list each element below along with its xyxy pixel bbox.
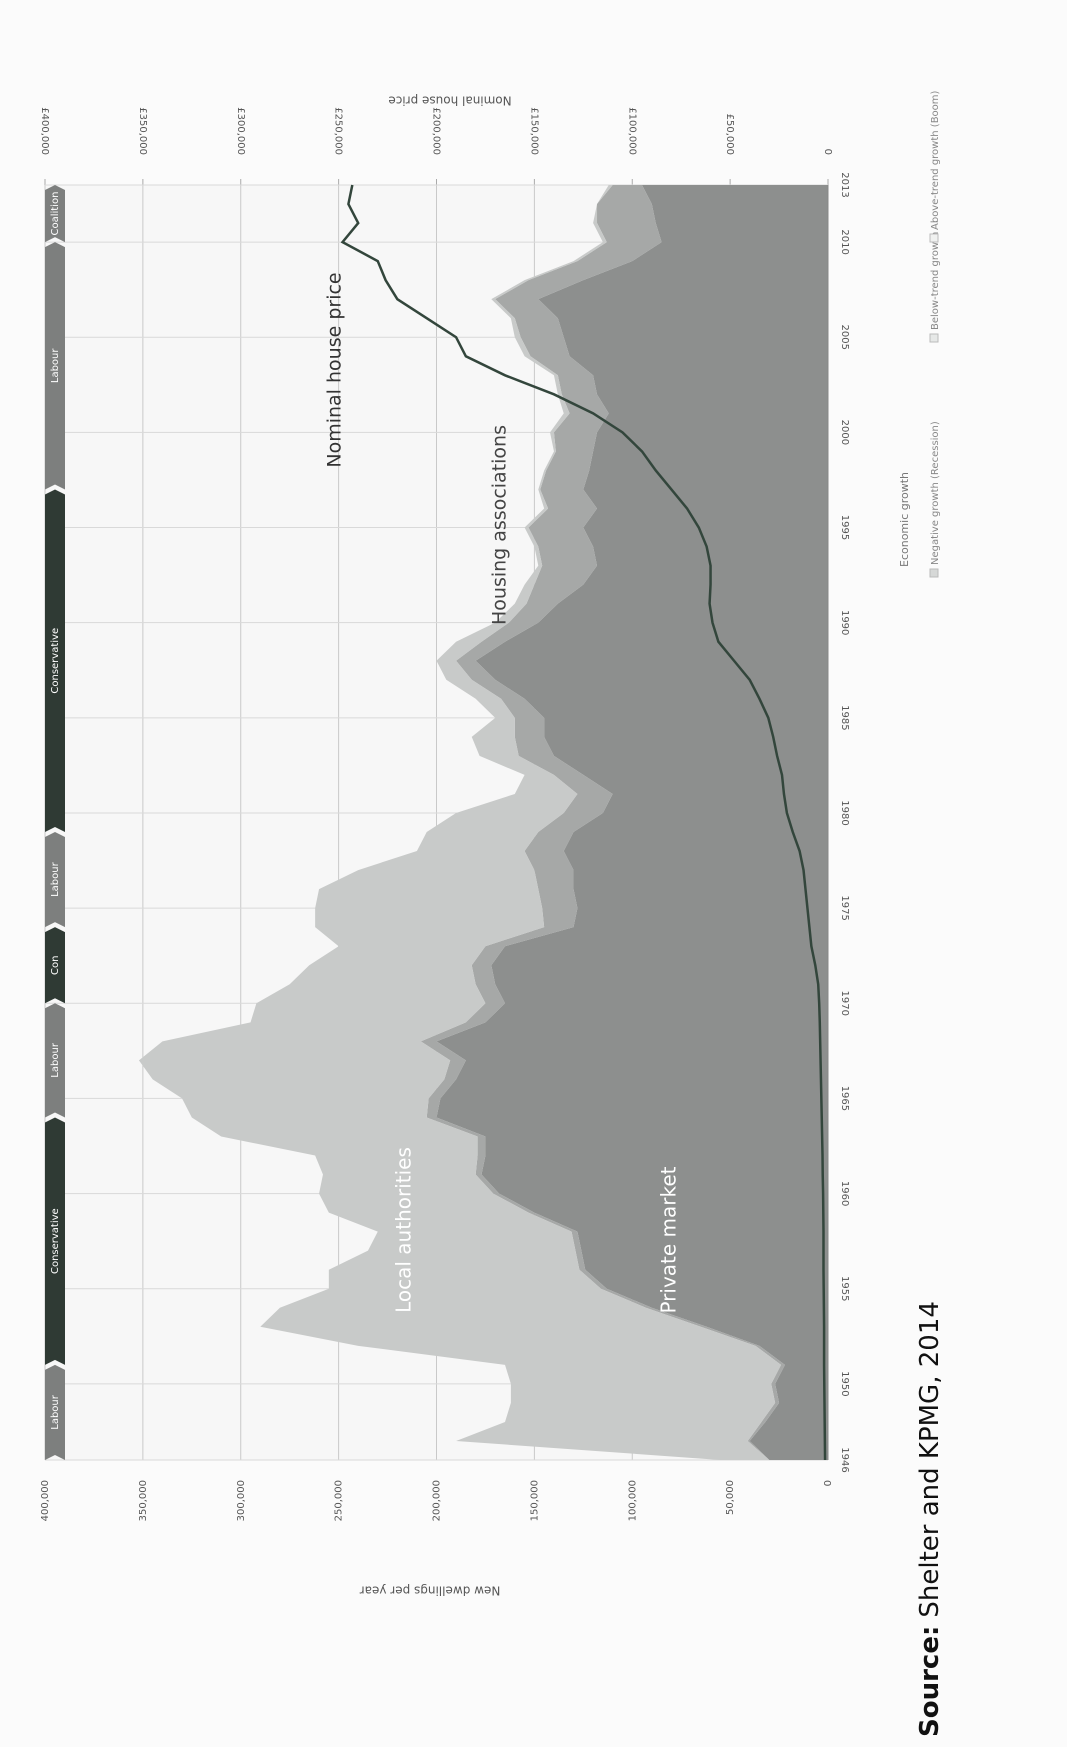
legend-swatch bbox=[929, 568, 939, 578]
x-tick-label: 1955 bbox=[839, 1276, 850, 1301]
government-label: Labour bbox=[50, 1042, 61, 1078]
series-label: Private market bbox=[657, 1166, 681, 1313]
y-tick-label: 250,000 bbox=[334, 1480, 345, 1521]
x-tick-label: 1960 bbox=[839, 1181, 850, 1206]
x-tick-label: 1990 bbox=[839, 610, 850, 635]
y-tick-label: 150,000 bbox=[529, 1480, 540, 1521]
x-tick-label: 2010 bbox=[839, 229, 850, 254]
x-tick-label: 1950 bbox=[839, 1371, 850, 1396]
government-band bbox=[45, 489, 65, 833]
x-tick-label: 2013 bbox=[839, 172, 850, 197]
government-band bbox=[45, 1117, 65, 1365]
x-tick-label: 1975 bbox=[839, 895, 850, 920]
government-band bbox=[45, 242, 65, 490]
legend-label: Negative growth (Recession) bbox=[930, 421, 941, 565]
government-label: Coalition bbox=[50, 192, 61, 236]
y2-axis-title: Nominal house price bbox=[388, 94, 511, 108]
government-band bbox=[45, 1364, 65, 1460]
source: Source: Shelter and KPMG, 2014 bbox=[915, 1301, 945, 1737]
line bbox=[340, 184, 827, 1461]
x-tick-label: 1965 bbox=[839, 1086, 850, 1111]
y2-tick-label: £100,000 bbox=[626, 107, 637, 155]
y2-tick-label: £300,000 bbox=[235, 107, 246, 155]
y-tick-label: 50,000 bbox=[725, 1480, 736, 1515]
y2-tick-label: £150,000 bbox=[528, 107, 539, 155]
y2-tick-label: 0 bbox=[822, 149, 833, 155]
legend-label: Above-trend growth (Boom) bbox=[930, 90, 941, 230]
legend-title: Economic growth bbox=[898, 472, 911, 567]
government-label: Conservative bbox=[50, 628, 61, 694]
government-band bbox=[45, 1003, 65, 1118]
x-tick-label: 2005 bbox=[839, 325, 850, 350]
x-tick-label: 1980 bbox=[839, 800, 850, 825]
x-tick-label: 1970 bbox=[839, 991, 850, 1016]
legend-label: Below-trend growth bbox=[930, 232, 941, 330]
legend-swatch bbox=[929, 333, 939, 343]
government-label: Labour bbox=[50, 1394, 61, 1430]
series-label: Local authorities bbox=[392, 1147, 416, 1313]
y-tick-label: 400,000 bbox=[40, 1480, 51, 1521]
legend-swatch bbox=[929, 233, 939, 243]
series-label: Housing associations bbox=[489, 425, 511, 625]
y-axis-title: New dwellings per year bbox=[360, 1584, 501, 1598]
y-tick-label: 100,000 bbox=[627, 1480, 638, 1521]
government-label: Con bbox=[50, 955, 61, 974]
y-tick-label: 350,000 bbox=[138, 1480, 149, 1521]
government-label: Labour bbox=[50, 348, 61, 384]
rotated-chart: 0 50,000 100,000 150,000 200,000 250,000 300,0… bbox=[39, 90, 945, 1737]
y2-tick-label: £250,000 bbox=[333, 107, 344, 155]
government-band bbox=[45, 185, 65, 243]
y2-tick-label: £50,000 bbox=[724, 114, 735, 155]
government-label: Labour bbox=[50, 861, 61, 897]
y-tick-label: 200,000 bbox=[432, 1480, 443, 1521]
source-text: Shelter and KPMG, 2014 bbox=[915, 1301, 945, 1618]
x-tick-label: 1985 bbox=[839, 705, 850, 730]
x-tick-label: 2000 bbox=[839, 420, 850, 445]
source-label: Source: bbox=[915, 1626, 945, 1737]
y2-tick-label: £400,000 bbox=[39, 107, 50, 155]
series-label: Nominal house price bbox=[324, 272, 346, 467]
y2-tick-label: £350,000 bbox=[137, 107, 148, 155]
y2-tick-label: £200,000 bbox=[431, 107, 442, 155]
government-band bbox=[45, 832, 65, 928]
x-tick-label: 1995 bbox=[839, 515, 850, 540]
government-label: Conservative bbox=[50, 1208, 61, 1274]
government-band bbox=[45, 927, 65, 1004]
y-tick-label: 300,000 bbox=[236, 1480, 247, 1521]
area bbox=[138, 185, 782, 1460]
x-tick-label: 1946 bbox=[839, 1447, 850, 1472]
y-tick-label: 0 bbox=[823, 1480, 834, 1486]
area bbox=[436, 185, 828, 1460]
